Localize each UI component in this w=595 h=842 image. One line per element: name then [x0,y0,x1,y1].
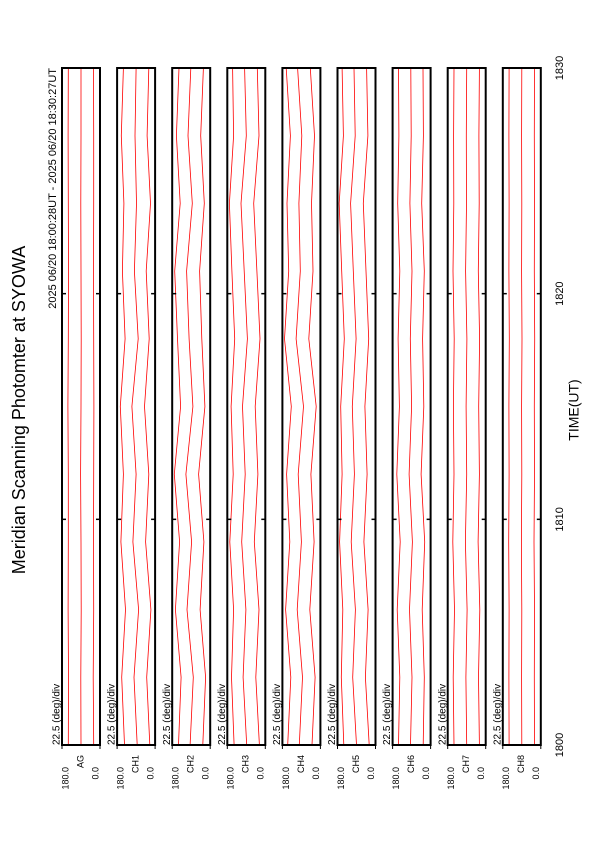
trace [173,67,182,746]
trace [477,67,481,746]
scale-label: 22.5 (deg)/div [492,684,503,745]
y-tick-label: 180.0 [336,767,346,790]
scale-label: 22.5 (deg)/div [272,684,283,745]
trace [408,67,413,746]
panel-name: CH6 [406,755,416,773]
panel-name: CH2 [186,755,196,773]
y-tick-label: 0.0 [531,767,541,780]
scale-label: 22.5 (deg)/div [437,684,448,745]
trace [362,67,370,746]
panel-frame [116,67,157,746]
panel-frame [61,67,101,746]
y-tick-label: 0.0 [421,767,431,780]
trace [198,67,207,746]
chart-subtitle: 2025 06/20 18:00:28UT - 2025 06/20 18:30… [47,68,59,309]
panel-name: CH5 [351,755,361,773]
y-tick-label: 180.0 [60,767,70,790]
scale-label: 22.5 (deg)/div [327,684,338,745]
scale-label: 22.5 (deg)/div [217,684,228,745]
trace [420,67,426,746]
y-tick-label: 180.0 [446,767,456,790]
trace [67,67,69,746]
panel-frame [281,67,322,746]
x-tick-label: 1820 [554,281,566,305]
scale-label: 22.5 (deg)/div [107,684,118,745]
chart-title: Meridian Scanning Photomter at SYOWA [9,246,29,574]
y-tick-label: 180.0 [171,767,181,790]
panel-name: CH3 [241,755,251,773]
trace [350,67,357,746]
trace [464,67,468,746]
scale-label: 22.5 (deg)/div [52,684,63,745]
trace [396,67,401,746]
trace [295,67,304,746]
y-tick-label: 180.0 [226,767,236,790]
trace [119,67,126,746]
trace [80,68,82,746]
y-tick-label: 180.0 [281,767,291,790]
trace [228,67,236,746]
trace [508,67,510,746]
panel-frame [446,67,487,746]
panel-frame [171,67,212,746]
panel-name: CH4 [296,755,306,773]
y-tick-label: 0.0 [201,767,211,780]
x-tick-label: 1830 [554,56,566,80]
scale-label: 22.5 (deg)/div [162,684,173,745]
y-tick-label: 180.0 [115,767,125,790]
trace [533,67,536,746]
panel-frame [226,67,267,746]
trace [253,67,261,746]
x-tick-label: 1800 [554,733,566,757]
x-tick-label: 1810 [554,507,566,531]
panel-frame [391,67,432,746]
y-tick-label: 180.0 [391,767,401,790]
trace [308,67,317,746]
trace [131,67,140,746]
panel-name: CH8 [516,755,526,773]
panel-name: CH7 [461,755,471,773]
x-axis-label: TIME(UT) [566,379,582,440]
trace [284,67,292,746]
panel-frame [501,67,542,746]
y-tick-label: 180.0 [501,767,511,790]
y-tick-label: 0.0 [366,767,376,780]
trace [452,67,455,746]
y-tick-label: 0.0 [256,767,266,780]
y-tick-label: 0.0 [476,767,486,780]
trace [338,67,345,746]
panel-name: AG [75,755,85,768]
trace [520,67,523,746]
y-tick-label: 0.0 [90,767,100,780]
trace [240,67,248,746]
panel-name: CH1 [130,755,140,773]
trace [92,67,95,746]
y-tick-label: 0.0 [311,767,321,780]
trace [185,67,194,746]
rotated-plot: Meridian Scanning Photomter at SYOWA 202… [9,56,582,790]
panel-frame [336,67,377,746]
y-tick-label: 0.0 [145,767,155,780]
scale-label: 22.5 (deg)/div [382,684,393,745]
trace [144,67,152,746]
